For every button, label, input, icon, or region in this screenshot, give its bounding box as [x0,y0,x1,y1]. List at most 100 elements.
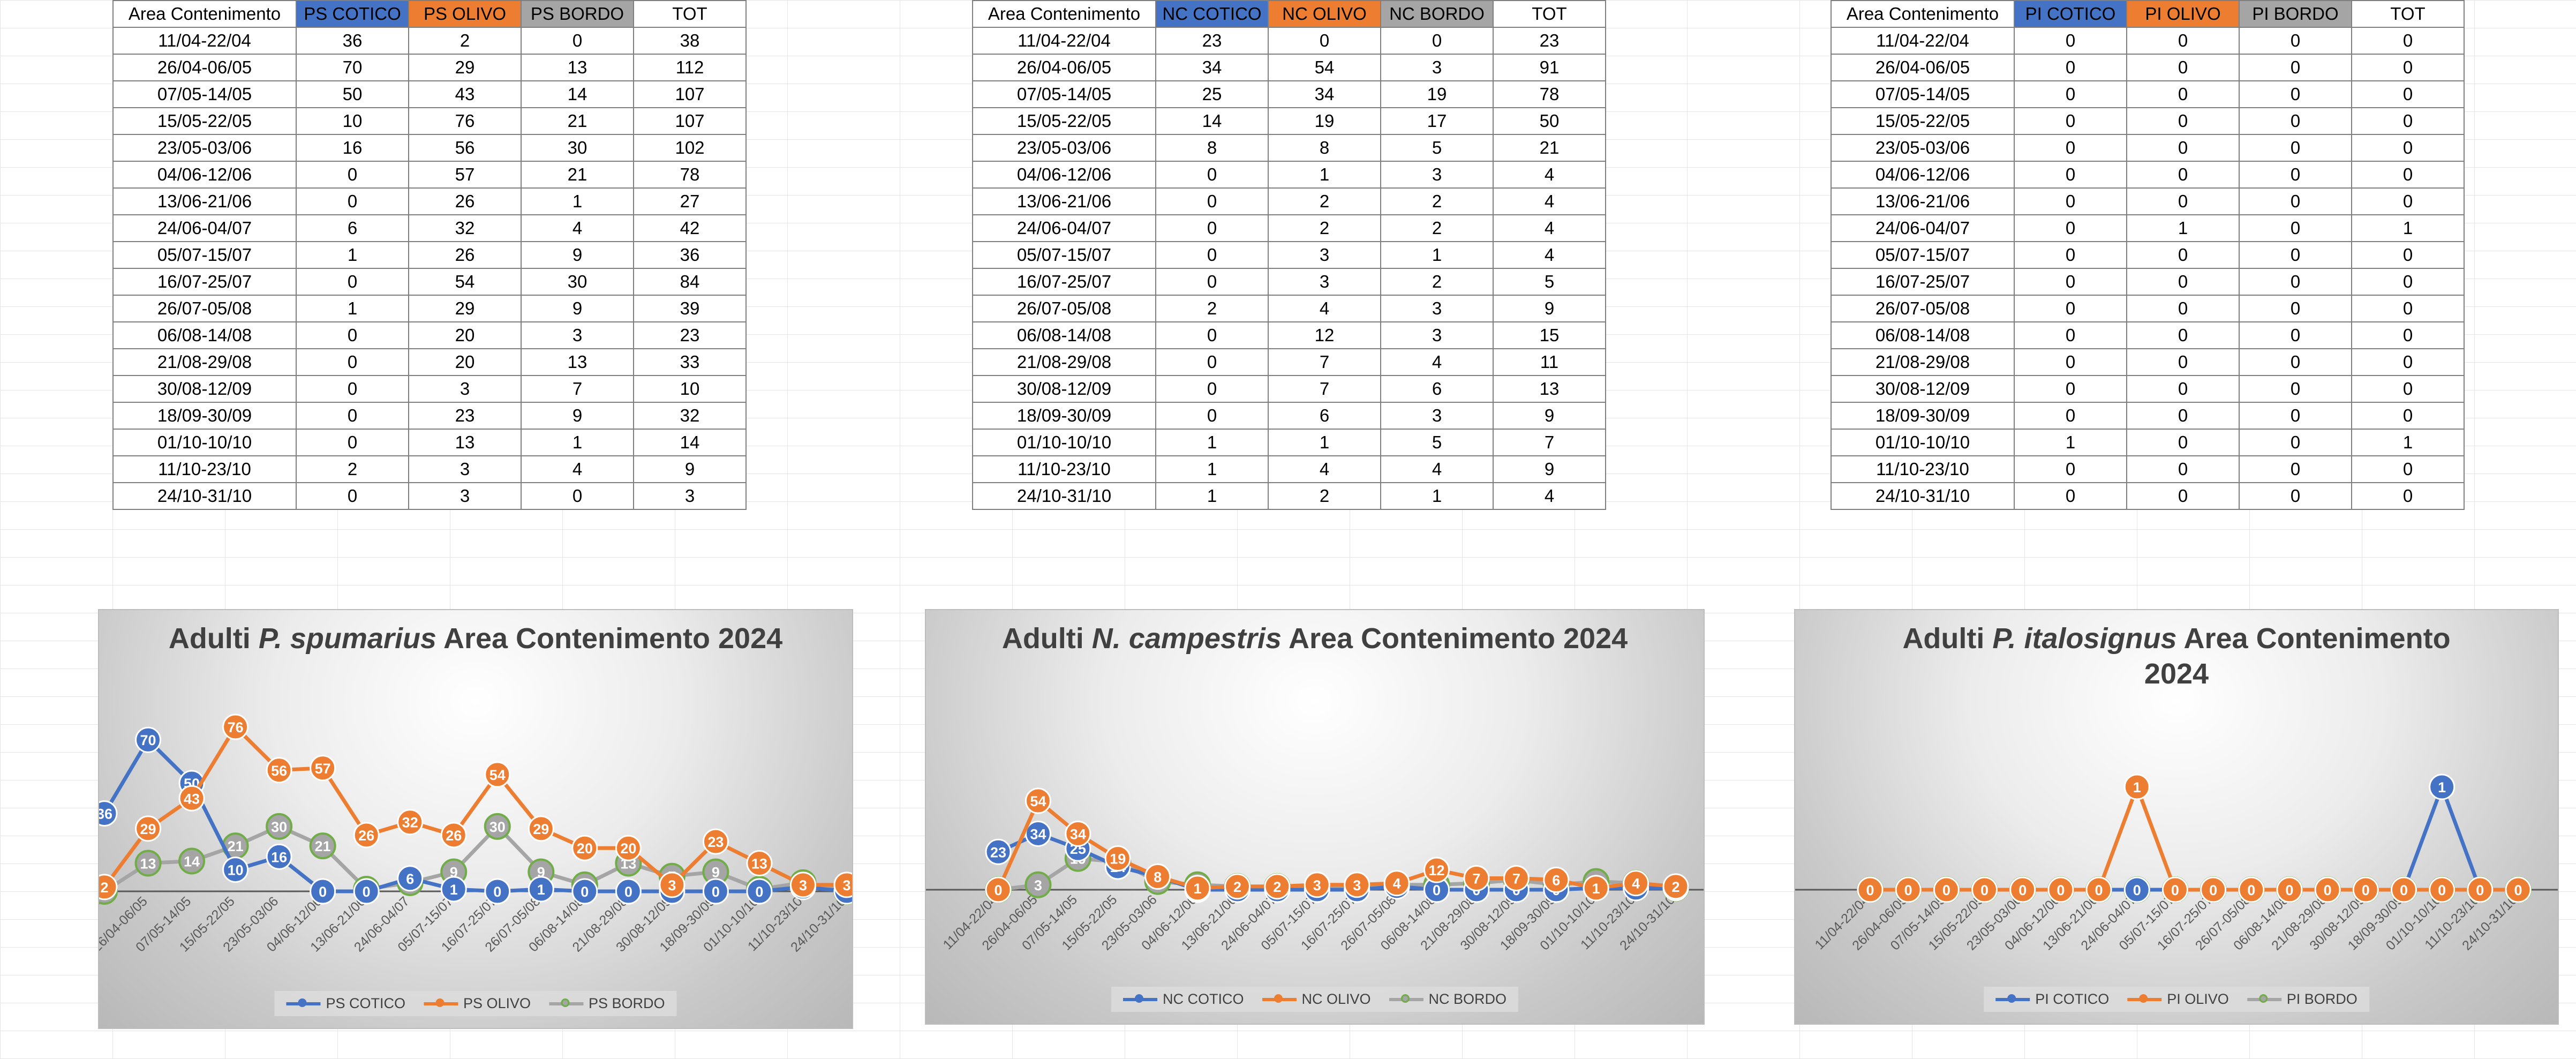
table-cell[interactable]: 0 [1155,348,1269,376]
data-point[interactable] [310,755,336,782]
table-cell[interactable]: 3 [408,375,522,403]
table-cell[interactable]: 36 [296,27,409,55]
table-cell[interactable]: 0 [296,268,409,296]
table-cell[interactable]: 2 [1380,214,1494,242]
table-cell[interactable]: 23/05-03/06 [1831,134,2015,162]
table-cell[interactable]: 91 [1493,54,1606,81]
data-point[interactable] [615,835,642,861]
table-cell[interactable]: 3 [1380,402,1494,430]
data-point[interactable] [2314,876,2341,903]
table-cell[interactable]: 9 [1493,295,1606,322]
table-cell[interactable]: 14 [633,429,747,456]
table-cell[interactable]: 7 [521,375,634,403]
data-point[interactable] [1543,867,1570,893]
data-point[interactable] [2085,876,2112,903]
data-point[interactable] [1144,863,1171,890]
table-cell[interactable]: 30/08-12/09 [1831,375,2015,403]
data-point[interactable] [571,878,598,905]
table-cell[interactable]: 15 [1493,321,1606,349]
table-cell[interactable]: 1 [1155,482,1269,510]
table-cell[interactable]: 4 [1493,187,1606,215]
table-cell[interactable]: 05/07-15/07 [1831,241,2015,269]
data-point[interactable] [1025,787,1051,814]
table-cell[interactable]: 50 [1493,107,1606,135]
table-cell[interactable]: 30 [521,268,634,296]
table-cell[interactable]: 0 [2014,268,2127,296]
table-cell[interactable]: 24/10-31/10 [1831,482,2015,510]
table-cell[interactable]: 0 [2014,348,2127,376]
table-cell[interactable]: 0 [2126,107,2240,135]
table-cell[interactable]: 0 [2014,27,2127,55]
table-cell[interactable]: 0 [2239,214,2352,242]
data-point[interactable] [1065,820,1091,847]
table-cell[interactable]: 19 [1380,80,1494,108]
table-cell[interactable]: 0 [296,375,409,403]
table-cell[interactable]: 107 [633,80,747,108]
table-cell[interactable]: 10 [633,375,747,403]
data-point[interactable] [134,850,162,877]
table-cell[interactable]: 26/04-06/05 [972,54,1156,81]
data-point[interactable] [1503,865,1530,891]
table-cell[interactable]: 2 [1268,482,1381,510]
table-cell[interactable]: 0 [2351,241,2465,269]
table-cell[interactable]: 32 [633,402,747,430]
table-cell[interactable]: 24/10-31/10 [112,482,297,510]
data-point[interactable] [484,761,511,788]
table-cell[interactable]: 0 [2239,80,2352,108]
table-cell[interactable]: 0 [2126,375,2240,403]
legend-item[interactable]: NC BORDO [1389,991,1507,1008]
table-cell[interactable]: 0 [2014,187,2127,215]
table-cell[interactable]: 2 [1380,187,1494,215]
data-point[interactable] [353,822,380,848]
table-cell[interactable]: 0 [2351,455,2465,483]
data-point[interactable] [440,876,467,903]
table-cell[interactable]: 0 [2239,321,2352,349]
table-cell[interactable]: 0 [2126,134,2240,162]
table-cell[interactable]: 07/05-14/05 [1831,80,2015,108]
table-cell[interactable]: 0 [2126,321,2240,349]
table-cell[interactable]: 0 [1155,187,1269,215]
table-cell[interactable]: 0 [2351,27,2465,55]
table-cell[interactable]: 1 [1380,482,1494,510]
table-cell[interactable]: 23 [1493,27,1606,55]
data-point[interactable] [99,800,118,827]
column-header[interactable]: PS COTICO [296,0,409,28]
table-cell[interactable]: 13 [521,54,634,81]
legend-item[interactable]: NC OLIVO [1262,991,1371,1008]
table-cell[interactable]: 0 [521,27,634,55]
table-cell[interactable]: 42 [633,214,747,242]
table-cell[interactable]: 57 [408,161,522,189]
table-cell[interactable]: 0 [2239,402,2352,430]
table-cell[interactable]: 0 [2014,161,2127,189]
table-cell[interactable]: 0 [1155,161,1269,189]
column-header[interactable]: Area Contenimento [972,0,1156,28]
table-cell[interactable]: 0 [1155,214,1269,242]
table-cell[interactable]: 21/08-29/08 [112,348,297,376]
data-point[interactable] [1025,820,1051,847]
table-cell[interactable]: 11/04-22/04 [112,27,297,55]
data-point[interactable] [2390,876,2417,903]
data-point[interactable] [1025,871,1052,898]
data-point[interactable] [659,872,686,898]
column-header[interactable]: TOT [2351,0,2465,28]
table-cell[interactable]: 23/05-03/06 [972,134,1156,162]
data-point[interactable] [353,878,380,905]
table-cell[interactable]: 16/07-25/07 [972,268,1156,296]
table-cell[interactable]: 1 [296,241,409,269]
table-cell[interactable]: 01/10-10/10 [972,429,1156,456]
table-cell[interactable]: 56 [408,134,522,162]
table-cell[interactable]: 13/06-21/06 [112,187,297,215]
table-cell[interactable]: 1 [521,429,634,456]
table-cell[interactable]: 2 [408,27,522,55]
table-cell[interactable]: 9 [521,241,634,269]
data-point[interactable] [789,872,816,898]
table-cell[interactable]: 0 [2239,54,2352,81]
table-cell[interactable]: 1 [2351,214,2465,242]
table-cell[interactable]: 25 [1155,80,1269,108]
table-cell[interactable]: 4 [1380,455,1494,483]
data-point[interactable] [266,813,293,840]
table-cell[interactable]: 0 [1268,27,1381,55]
data-point[interactable] [528,876,554,903]
table-cell[interactable]: 70 [296,54,409,81]
table-cell[interactable]: 0 [2239,455,2352,483]
